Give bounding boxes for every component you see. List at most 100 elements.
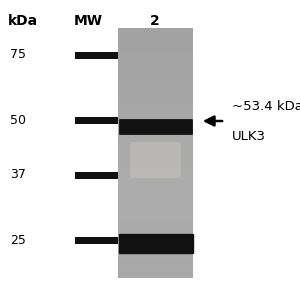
Bar (118, 28, 193, 30)
Bar (118, 161, 193, 164)
Bar (118, 201, 193, 203)
Bar (118, 274, 193, 276)
FancyBboxPatch shape (118, 28, 193, 278)
Bar (118, 238, 193, 241)
Bar (118, 82, 193, 84)
Bar (118, 268, 193, 270)
Bar (118, 174, 193, 176)
Bar (118, 78, 193, 80)
Bar (118, 61, 193, 63)
Bar (118, 134, 193, 136)
Bar (118, 249, 193, 251)
Bar (118, 136, 193, 138)
Text: 25: 25 (10, 233, 26, 247)
Bar (118, 241, 193, 243)
Bar (118, 128, 193, 130)
Bar (118, 34, 193, 36)
Bar (118, 195, 193, 197)
Bar (118, 207, 193, 209)
Bar (118, 138, 193, 140)
Bar (118, 76, 193, 78)
Bar (118, 209, 193, 211)
Bar (118, 266, 193, 268)
Bar (118, 205, 193, 207)
Bar (118, 147, 193, 149)
Bar (118, 109, 193, 111)
Bar (118, 151, 193, 153)
Bar (118, 164, 193, 166)
Bar (118, 193, 193, 195)
FancyBboxPatch shape (130, 142, 181, 178)
Bar (118, 72, 193, 74)
Bar (118, 118, 193, 120)
Bar (118, 38, 193, 40)
Bar (118, 243, 193, 245)
Bar (118, 74, 193, 76)
Bar (118, 170, 193, 172)
Bar (118, 57, 193, 59)
Bar (118, 142, 193, 145)
Bar (118, 259, 193, 261)
Bar (118, 155, 193, 157)
Bar (118, 276, 193, 278)
Text: 37: 37 (10, 169, 26, 182)
Bar (118, 199, 193, 201)
Bar (75, 236, 118, 244)
Bar (118, 93, 193, 95)
Bar (118, 30, 193, 32)
Bar (118, 153, 193, 155)
Bar (118, 270, 193, 272)
Bar (118, 45, 193, 47)
Bar (118, 105, 193, 107)
Bar (118, 32, 193, 34)
Bar (118, 168, 193, 170)
Bar (118, 253, 193, 255)
Bar (118, 111, 193, 113)
FancyBboxPatch shape (119, 119, 193, 135)
Bar (118, 84, 193, 86)
Bar (118, 68, 193, 70)
Bar (118, 113, 193, 116)
Bar (118, 272, 193, 274)
Bar (118, 91, 193, 93)
Bar (75, 172, 118, 178)
Text: ~53.4 kDa: ~53.4 kDa (232, 100, 300, 113)
Bar (118, 132, 193, 134)
Bar (118, 247, 193, 249)
Bar (118, 140, 193, 142)
Bar (118, 130, 193, 132)
Bar (118, 232, 193, 234)
FancyBboxPatch shape (119, 234, 194, 254)
Bar (118, 97, 193, 99)
Bar (118, 184, 193, 186)
Bar (118, 190, 193, 193)
Bar (75, 52, 118, 58)
Bar (118, 178, 193, 180)
Bar (118, 186, 193, 188)
Text: MW: MW (74, 14, 103, 28)
Bar (118, 65, 193, 68)
Bar (118, 36, 193, 38)
Bar (118, 49, 193, 51)
Bar (118, 215, 193, 217)
Bar (118, 47, 193, 49)
Bar (118, 122, 193, 124)
Bar (118, 120, 193, 122)
Bar (118, 218, 193, 220)
Bar (118, 261, 193, 263)
Bar (118, 86, 193, 88)
Bar (118, 166, 193, 168)
Bar (118, 126, 193, 128)
Bar (118, 149, 193, 151)
Bar (118, 197, 193, 199)
Bar (118, 234, 193, 236)
Bar (118, 80, 193, 82)
Text: kDa: kDa (8, 14, 38, 28)
Text: 2: 2 (150, 14, 160, 28)
Bar (118, 55, 193, 57)
Bar (118, 95, 193, 97)
Bar (118, 263, 193, 266)
Bar (118, 88, 193, 91)
Bar (118, 40, 193, 43)
Bar (118, 53, 193, 55)
